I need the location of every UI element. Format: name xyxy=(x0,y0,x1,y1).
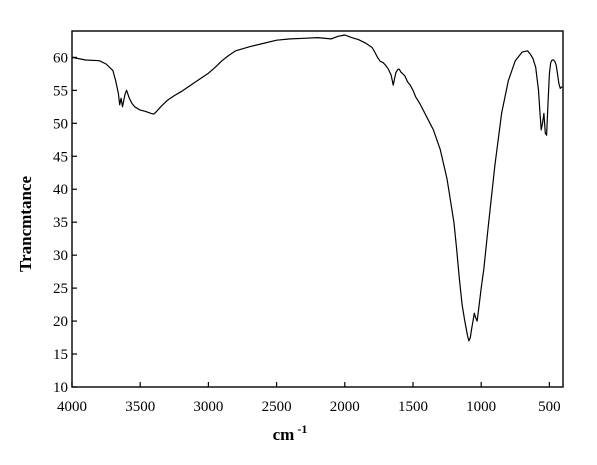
y-tick-label: 20 xyxy=(53,314,68,330)
y-tick-label: 45 xyxy=(53,149,68,165)
y-tick-label: 10 xyxy=(53,380,68,396)
x-tick-label: 3000 xyxy=(193,399,223,415)
x-tick-label: 1000 xyxy=(466,399,496,415)
plot-frame xyxy=(71,30,564,388)
spectrum-line xyxy=(71,34,563,342)
x-axis-unit: cm xyxy=(273,425,295,444)
x-tick-label: 3500 xyxy=(125,399,155,415)
y-axis-ticks: 10 15 20 25 30 35 40 45 50 55 60 xyxy=(53,50,77,396)
y-tick-label: 40 xyxy=(53,182,68,198)
x-tick-label: 2000 xyxy=(330,399,360,415)
y-tick-label: 15 xyxy=(53,347,68,363)
y-tick-label: 30 xyxy=(53,248,68,264)
x-tick-label: 1500 xyxy=(398,399,428,415)
x-axis-unit-superscript: -1 xyxy=(297,422,307,436)
x-tick-label: 2500 xyxy=(262,399,292,415)
y-tick-label: 35 xyxy=(53,215,68,231)
y-tick-label: 55 xyxy=(53,83,68,99)
x-tick-label: 500 xyxy=(538,399,561,415)
x-axis-title: cm -1 xyxy=(273,422,308,444)
y-tick-label: 60 xyxy=(53,50,68,66)
y-tick-label: 50 xyxy=(53,116,68,132)
x-tick-label: 4000 xyxy=(57,399,87,415)
x-axis-ticks: 4000 3500 3000 2500 2000 1500 1000 500 xyxy=(57,382,561,415)
y-axis-title: Trancmtance xyxy=(16,176,35,272)
y-tick-label: 25 xyxy=(53,281,68,297)
